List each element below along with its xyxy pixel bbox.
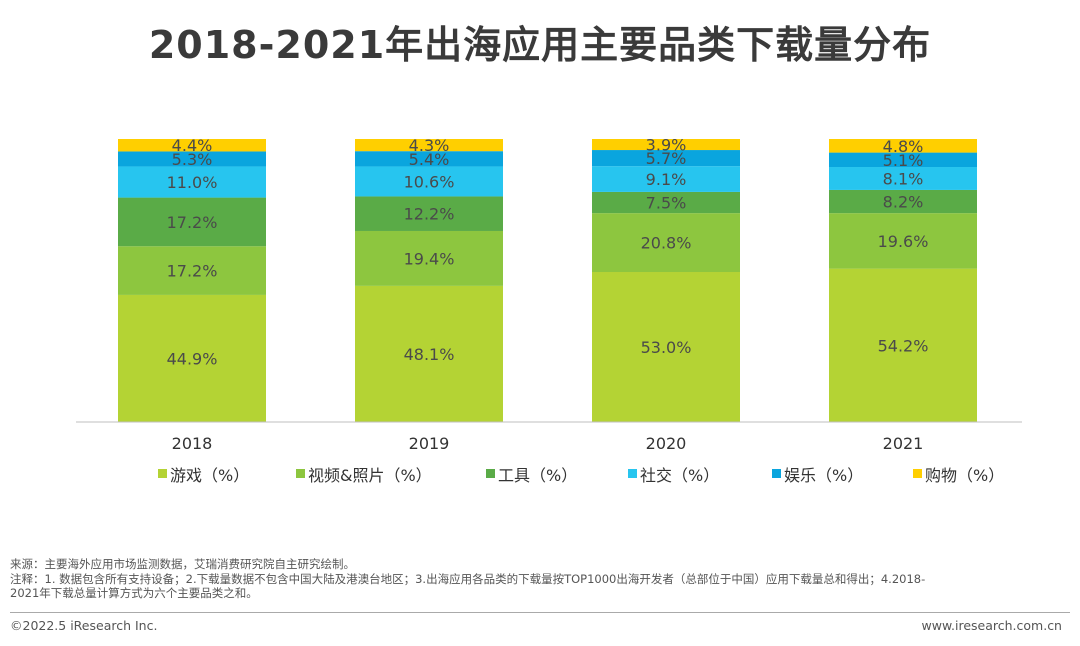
data-label-2021-5: 4.8% — [883, 137, 924, 156]
stacked-bar-chart: 44.9% 17.2% 17.2% 11.0% 5.3%4.4% 48.1% 19.4% 12… — [76, 136, 1022, 485]
footnote-line-1: 注释：1. 数据包含所有支持设备；2.下载量数据不包含中国大陆及港澳台地区；3.… — [10, 571, 926, 586]
bar-segment-2021-2 — [829, 189, 977, 214]
legend-label-0: 游戏（%） — [170, 466, 249, 485]
bar-segment-2019-5 — [355, 139, 503, 152]
legend: 游戏（%） 视频&照片（%） 工具（%） 社交（%） 娱乐（%） 购物（%） — [158, 466, 1004, 485]
x-tick-label-2019: 2019 — [409, 434, 450, 453]
legend-item-0: 游戏（%） — [158, 466, 249, 485]
legend-swatch-3 — [628, 469, 637, 478]
data-label-2020-3: 9.1% — [646, 170, 687, 189]
bar-segment-2018-3 — [118, 166, 266, 198]
data-label-2019-0: 48.1% — [404, 345, 455, 364]
bar-segment-2021-3 — [829, 167, 977, 190]
footnote-line-2: 2021年下载总量计算方式为六个主要品类之和。 — [10, 586, 258, 600]
legend-label-2: 工具（%） — [498, 466, 577, 485]
legend-label-3: 社交（%） — [640, 466, 719, 485]
bar-segment-2021-1 — [829, 213, 977, 269]
bar-segment-2020-2 — [592, 191, 740, 214]
legend-label-4: 娱乐（%） — [784, 466, 863, 485]
data-label-2019-2: 12.2% — [404, 205, 455, 224]
bar-segment-2020-4 — [592, 150, 740, 167]
legend-swatch-1 — [296, 469, 305, 478]
legend-label-5: 购物（%） — [925, 466, 1004, 485]
bar-segment-2020-5 — [592, 139, 740, 151]
x-tick-labels: 2018 2019 2020 2021 — [172, 434, 924, 453]
data-labels-layer: 44.9% 17.2% 17.2% 11.0% 5.3%4.4% 48.1% 19.4% 12… — [167, 136, 929, 369]
data-label-2018-1: 17.2% — [167, 262, 218, 281]
bar-segment-2018-1 — [118, 246, 266, 295]
legend-item-3: 社交（%） — [628, 466, 719, 485]
legend-swatch-4 — [772, 469, 781, 478]
x-tick-label-2018: 2018 — [172, 434, 213, 453]
data-label-2019-4: 5.4% — [409, 150, 450, 169]
legend-item-5: 购物（%） — [913, 466, 1004, 485]
website-text: www.iresearch.com.cn — [921, 618, 1063, 633]
data-label-2018-2: 17.2% — [167, 213, 218, 232]
data-label-2019-1: 19.4% — [404, 249, 455, 268]
bar-segment-2018-5 — [118, 139, 266, 152]
bar-segment-2019-4 — [355, 151, 503, 167]
bar-segment-2021-5 — [829, 139, 977, 153]
bar-segment-2018-4 — [118, 151, 266, 167]
data-label-2020-1: 20.8% — [641, 234, 692, 253]
legend-swatch-5 — [913, 469, 922, 478]
bar-segment-2019-2 — [355, 196, 503, 231]
data-label-2018-0: 44.9% — [167, 349, 218, 368]
data-label-2021-2: 8.2% — [883, 193, 924, 212]
bar-segment-2019-1 — [355, 230, 503, 286]
source-note: 来源：主要海外应用市场监测数据，艾瑞消费研究院自主研究绘制。 — [10, 557, 355, 571]
bar-segment-2019-0 — [355, 285, 503, 422]
bar-segment-2020-1 — [592, 213, 740, 273]
bar-segment-2019-3 — [355, 166, 503, 197]
chart-title: 2018-2021年出海应用主要品类下载量分布 — [148, 23, 932, 67]
bar-segment-2021-0 — [829, 268, 977, 422]
data-label-2019-3: 10.6% — [404, 172, 455, 191]
data-label-2020-5: 3.9% — [646, 136, 687, 155]
legend-label-1: 视频&照片（%） — [308, 466, 432, 485]
x-tick-label-2021: 2021 — [883, 434, 924, 453]
data-label-2021-3: 8.1% — [883, 169, 924, 188]
copyright-text: ©2022.5 iResearch Inc. — [10, 618, 158, 633]
data-label-2018-3: 11.0% — [167, 173, 218, 192]
data-label-2021-0: 54.2% — [878, 336, 929, 355]
bar-segment-2021-4 — [829, 152, 977, 168]
data-label-2020-4: 5.7% — [646, 149, 687, 168]
notes-block: 来源：主要海外应用市场监测数据，艾瑞消费研究院自主研究绘制。 注释：1. 数据包… — [10, 557, 1070, 601]
bar-segment-2018-0 — [118, 294, 266, 422]
data-label-2020-0: 53.0% — [641, 338, 692, 357]
data-label-2021-1: 19.6% — [878, 232, 929, 251]
legend-item-2: 工具（%） — [486, 466, 577, 485]
legend-swatch-0 — [158, 469, 167, 478]
data-label-2018-4: 5.3% — [172, 150, 213, 169]
legend-item-4: 娱乐（%） — [772, 466, 863, 485]
bars-layer — [118, 139, 977, 422]
data-label-2020-2: 7.5% — [646, 194, 687, 213]
data-label-2018-5: 4.4% — [172, 136, 213, 155]
bar-segment-2020-0 — [592, 272, 740, 422]
data-label-2021-4: 5.1% — [883, 151, 924, 170]
x-tick-label-2020: 2020 — [646, 434, 687, 453]
legend-item-1: 视频&照片（%） — [296, 466, 432, 485]
data-label-2019-5: 4.3% — [409, 136, 450, 155]
bar-segment-2020-3 — [592, 166, 740, 192]
footer-divider — [10, 612, 1070, 613]
bar-segment-2018-2 — [118, 197, 266, 247]
legend-swatch-2 — [486, 469, 495, 478]
